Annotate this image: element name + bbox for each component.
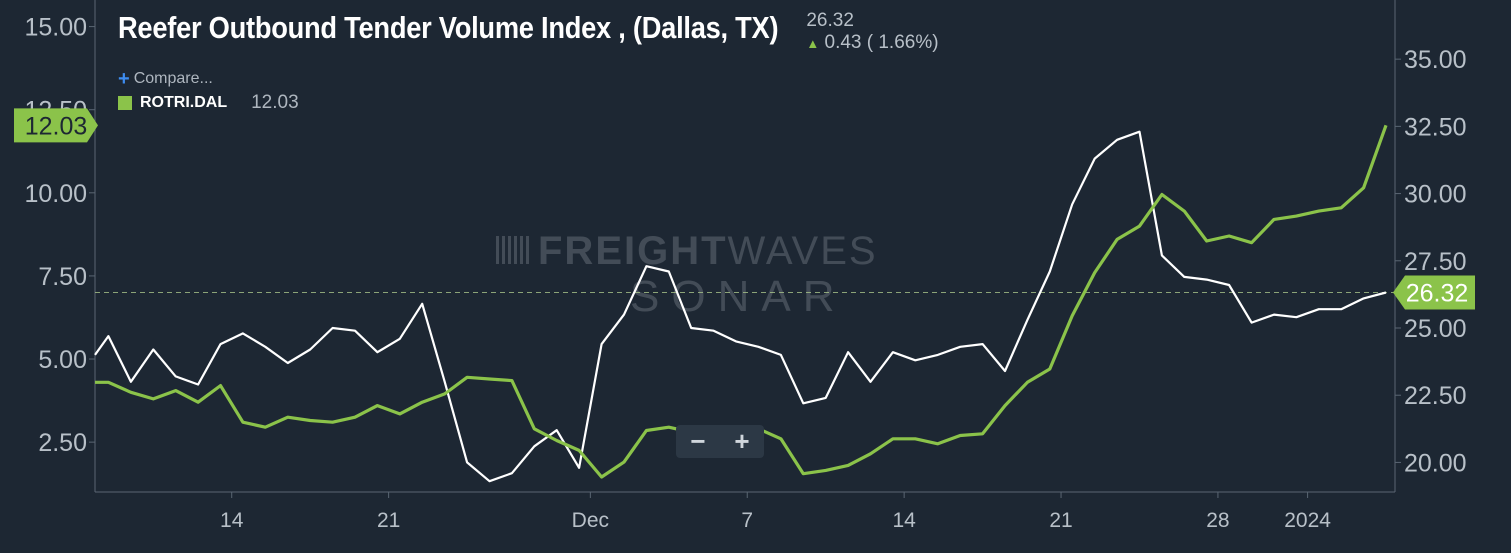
x-tick-label: Dec — [572, 509, 609, 532]
left-tick-label: 2.50 — [38, 429, 87, 457]
right-tick-label: 30.00 — [1404, 181, 1467, 209]
price-box: 26.32 ▲ 0.43 ( 1.66%) — [806, 10, 938, 55]
left-tick-label: 7.50 — [38, 263, 87, 291]
compare-label: Compare... — [133, 70, 213, 87]
watermark: FREIGHTWAVES SONAR — [496, 229, 878, 321]
change-readout: ▲ 0.43 ( 1.66%) — [806, 32, 938, 55]
x-tick-label: 28 — [1206, 509, 1229, 532]
right-tick-label: 25.00 — [1404, 315, 1467, 343]
change-value: 0.43 ( 1.66%) — [824, 32, 939, 53]
zoom-in-button[interactable]: + — [734, 426, 750, 456]
legend-swatch — [118, 96, 132, 110]
right-tick-label: 27.50 — [1404, 248, 1467, 276]
watermark-logo-bars — [496, 236, 529, 264]
watermark-text-1: FREIGHTWAVES — [538, 229, 878, 273]
arrow-up-icon: ▲ — [806, 36, 820, 51]
series-line-0 — [94, 130, 1387, 483]
left-value-marker — [14, 108, 98, 143]
chart-header: Reefer Outbound Tender Volume Index , (D… — [118, 10, 939, 55]
zoom-controls: − + — [676, 425, 764, 458]
zoom-out-button[interactable]: − — [690, 426, 706, 456]
right-value-marker-label: 26.32 — [1406, 280, 1469, 308]
x-tick-label: 21 — [377, 509, 400, 532]
x-tick-label: 14 — [220, 509, 244, 532]
value-markers: 12.03 26.32 — [14, 108, 1475, 310]
right-tick-label: 32.50 — [1404, 113, 1467, 141]
legend-symbol: ROTRI.DAL — [140, 94, 228, 111]
x-tick-label: 7 — [741, 509, 753, 532]
right-value-marker — [1393, 275, 1475, 310]
left-value-marker-label: 12.03 — [25, 112, 88, 140]
legend-value: 12.03 — [251, 92, 299, 113]
left-tick-label: 10.00 — [24, 180, 87, 208]
chart-title: Reefer Outbound Tender Volume Index , (D… — [118, 10, 779, 45]
x-tick-label: 21 — [1049, 509, 1072, 532]
left-tick-label: 5.00 — [38, 346, 87, 374]
right-tick-label: 22.50 — [1404, 382, 1467, 410]
x-tick-label: 2024 — [1284, 509, 1331, 532]
legend-item[interactable]: ROTRI.DAL 12.03 — [118, 92, 299, 114]
x-tick-label: 14 — [892, 509, 916, 532]
plus-icon: + — [118, 68, 130, 90]
right-tick-label: 35.00 — [1404, 46, 1467, 74]
left-tick-label: 15.00 — [24, 14, 87, 42]
watermark-text-2: SONAR — [630, 272, 846, 321]
compare-button[interactable]: + Compare... — [118, 68, 213, 91]
right-tick-label: 20.00 — [1404, 449, 1467, 477]
last-value: 26.32 — [806, 10, 854, 31]
